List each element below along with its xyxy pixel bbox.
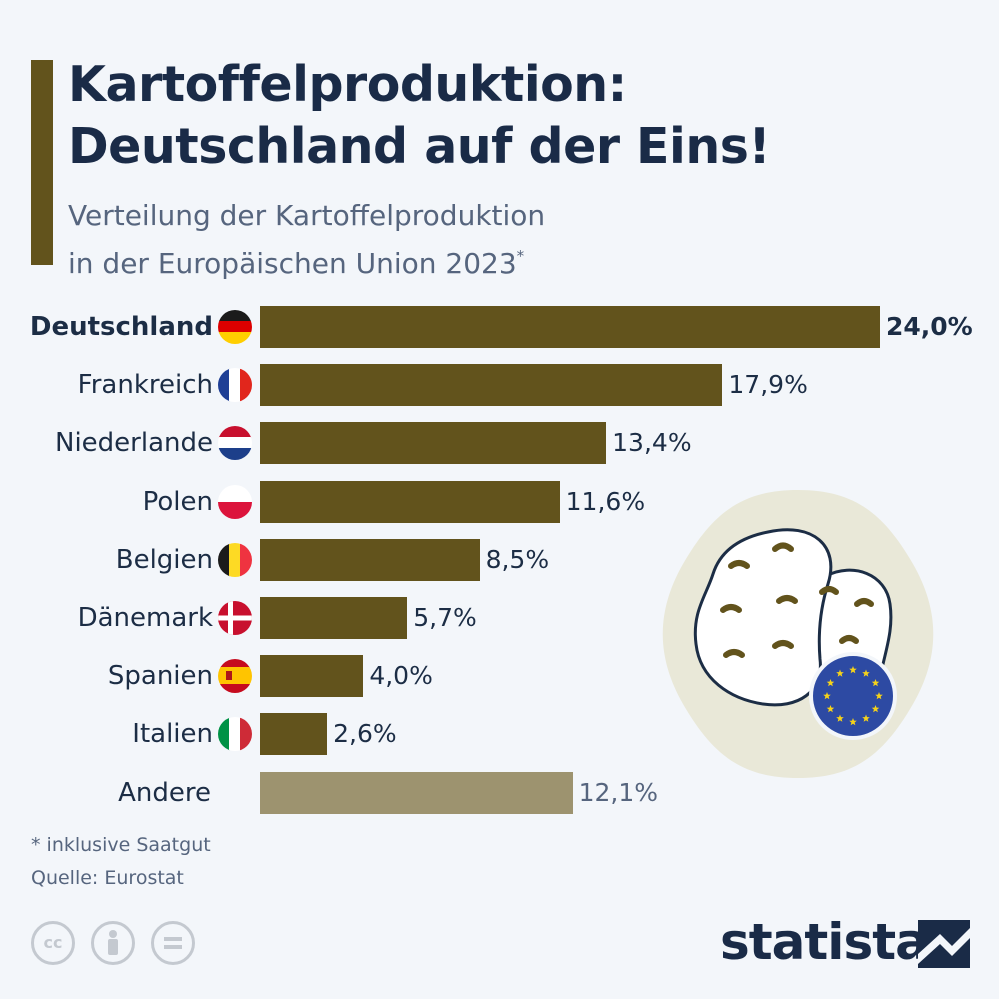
bar	[260, 364, 723, 407]
bar	[260, 597, 408, 639]
chart-row: Andere 12,1%	[0, 771, 999, 815]
eu-flag-icon	[809, 652, 897, 740]
title-line-2: Deutschland auf der Eins!	[68, 118, 771, 175]
data-label: 5,7%	[413, 603, 477, 632]
title-line-1: Kartoffelproduktion:	[68, 56, 627, 113]
bar	[260, 538, 480, 581]
subtitle-line-2-text: in der Europäischen Union 2023	[68, 247, 517, 280]
data-label: 13,4%	[612, 428, 692, 458]
category-label: Belgien	[115, 544, 213, 575]
flag-belgium-icon	[218, 542, 252, 577]
category-label: Frankreich	[77, 370, 213, 401]
source-note: Quelle: Eurostat	[31, 867, 184, 889]
cc-icon[interactable]: cc	[31, 921, 75, 965]
flag-poland-icon	[218, 484, 252, 519]
data-label: 12,1%	[578, 777, 658, 807]
chart-row: Belgien 8,5%	[0, 538, 999, 582]
chart-row: Deutschland 24,0%	[0, 305, 999, 349]
statista-logo-icon	[918, 920, 970, 968]
chart-subtitle: Verteilung der Kartoffelproduktion in de…	[68, 196, 545, 284]
category-label: Niederlande	[55, 428, 213, 459]
flag-spain-icon	[218, 659, 252, 694]
bar	[260, 771, 573, 814]
subtitle-footnote-mark: *	[516, 247, 525, 265]
category-label: Deutschland	[29, 312, 213, 342]
potato-illustration	[648, 484, 948, 788]
accent-bar	[31, 60, 53, 265]
category-label: Spanien	[107, 661, 213, 692]
brand-name: statista	[720, 913, 929, 971]
bar	[260, 655, 364, 698]
category-label: Italien	[132, 719, 213, 750]
nd-icon[interactable]	[151, 921, 195, 965]
flag-denmark-icon	[218, 601, 252, 635]
flag-netherlands-icon	[218, 426, 252, 461]
chart-row: Polen 11,6%	[0, 480, 999, 524]
footnote: * inklusive Saatgut	[31, 834, 211, 856]
subtitle-line-2: in der Europäischen Union 2023*	[68, 236, 545, 284]
bar	[260, 713, 328, 756]
category-label: Dänemark	[77, 603, 213, 633]
data-label: 2,6%	[333, 719, 397, 749]
subtitle-line-1: Verteilung der Kartoffelproduktion	[68, 199, 546, 232]
chart-title: Kartoffelproduktion: Deutschland auf der…	[68, 54, 771, 178]
flag-germany-icon	[218, 310, 252, 344]
by-icon[interactable]	[91, 921, 135, 965]
bar	[260, 480, 560, 523]
data-label: 17,9%	[728, 370, 808, 400]
chart-row: Dänemark 5,7%	[0, 596, 999, 640]
chart-row: Frankreich 17,9%	[0, 363, 999, 407]
chart-row: Spanien 4,0%	[0, 654, 999, 698]
category-label: Andere	[118, 777, 211, 808]
data-label: 4,0%	[369, 661, 433, 691]
chart-row: Italien 2,6%	[0, 712, 999, 756]
chart-row: Niederlande 13,4%	[0, 421, 999, 465]
category-label: Polen	[142, 486, 213, 517]
data-label: 11,6%	[565, 486, 646, 516]
data-label: 24,0%	[886, 312, 973, 341]
data-label: 8,5%	[485, 544, 550, 574]
flag-italy-icon	[218, 717, 252, 752]
bar	[260, 306, 880, 348]
bar	[260, 422, 607, 465]
flag-france-icon	[218, 368, 252, 403]
